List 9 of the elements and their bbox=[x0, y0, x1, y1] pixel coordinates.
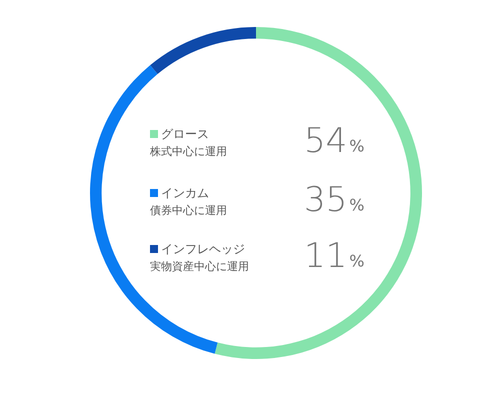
legend-label: インカム bbox=[161, 186, 209, 200]
text: 実物資産中心に運用 bbox=[150, 260, 249, 273]
data-label: 11% bbox=[304, 236, 364, 276]
data-label: 35% bbox=[304, 180, 364, 220]
legend-label: グロース bbox=[161, 127, 209, 141]
text: 債券中心に運用 bbox=[150, 204, 227, 217]
data-label: 54% bbox=[304, 121, 364, 161]
text: 株式中心に運用 bbox=[149, 145, 227, 158]
legend-label: インフレヘッジ bbox=[161, 242, 245, 256]
